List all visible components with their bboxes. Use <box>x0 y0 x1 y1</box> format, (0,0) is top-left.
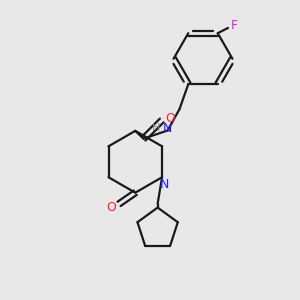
Text: F: F <box>231 20 239 32</box>
Text: O: O <box>106 201 116 214</box>
Text: N: N <box>160 178 169 191</box>
Text: H: H <box>152 122 161 133</box>
Text: N: N <box>162 122 172 136</box>
Text: O: O <box>165 112 175 125</box>
